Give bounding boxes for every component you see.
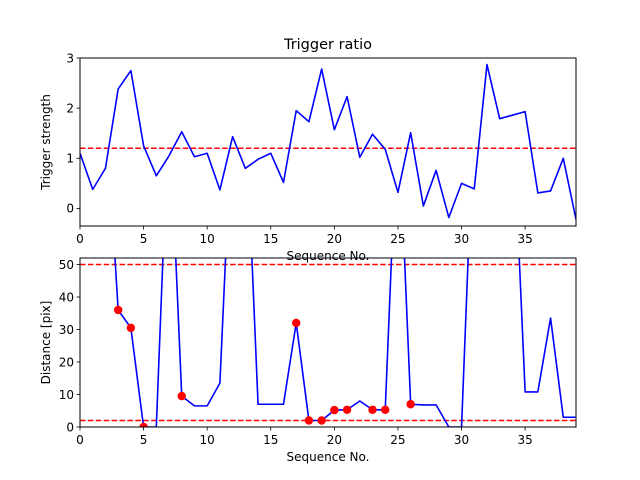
x-axis-label: Sequence No. [287, 450, 370, 464]
y-axis-label: Trigger strength [39, 94, 53, 191]
x-tick-label: 10 [200, 433, 215, 447]
data-point [368, 405, 377, 414]
y-axis-label: Distance [pix] [39, 301, 53, 385]
y-tick-label: 10 [59, 388, 74, 402]
data-point [304, 416, 314, 425]
x-axis-label: Sequence No. [287, 249, 370, 263]
series-line-0 [114, 258, 576, 427]
data-point [126, 323, 136, 333]
x-tick-label: 15 [263, 232, 278, 246]
data-point [292, 318, 301, 328]
x-tick-label: 10 [200, 232, 215, 246]
data-point [113, 305, 123, 315]
y-tick-label: 0 [66, 202, 74, 216]
x-tick-label: 5 [140, 232, 148, 246]
chart-title: Trigger ratio [283, 37, 372, 53]
series-line-0 [80, 63, 576, 220]
data-point [139, 422, 148, 427]
chart-panel-bottom: 0 5 10 15 20 25 30 35 0 10 20 30 40 50 Sequence No. Dis… [39, 257, 577, 464]
data-point [317, 416, 326, 425]
x-tick-label: 20 [327, 433, 342, 447]
data-point [342, 405, 352, 414]
x-tick-label: 15 [263, 433, 278, 447]
data-point [177, 391, 186, 401]
x-tick-label: 5 [140, 433, 148, 447]
x-tick-label: 0 [76, 433, 84, 447]
x-tick-label: 30 [454, 232, 469, 246]
data-point [406, 400, 415, 409]
x-tick-label: 25 [390, 232, 405, 246]
y-tick-label: 0 [66, 420, 74, 434]
y-tick-label: 30 [59, 323, 74, 337]
x-tick-label: 30 [454, 433, 469, 447]
y-tick-label: 20 [59, 355, 74, 369]
y-tick-label: 2 [66, 101, 74, 115]
y-tick-label: 40 [59, 290, 74, 304]
y-tick-label: 1 [66, 152, 74, 166]
data-point [381, 405, 390, 414]
y-tick-label: 3 [66, 51, 74, 65]
x-tick-label: 0 [76, 232, 84, 246]
chart-panel-top: 0 5 10 15 20 25 30 35 0 1 2 3 Sequence No. Trigger st… [39, 37, 577, 263]
plot-frame [79, 257, 577, 428]
x-tick-label: 25 [390, 433, 405, 447]
x-tick-label: 35 [517, 433, 532, 447]
x-tick-label: 20 [327, 232, 342, 246]
plot-frame [79, 57, 577, 227]
x-tick-label: 35 [517, 232, 532, 246]
data-point [330, 405, 339, 415]
y-tick-label: 50 [59, 258, 74, 272]
